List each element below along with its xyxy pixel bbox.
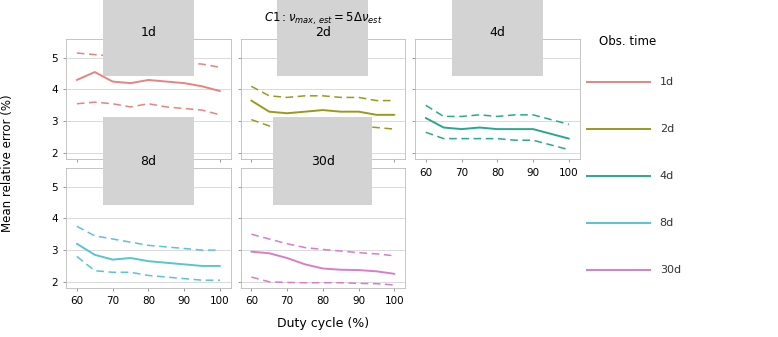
Title: 8d: 8d bbox=[140, 155, 156, 168]
Title: 2d: 2d bbox=[315, 26, 331, 39]
Text: $C1: \nu_{max,\,est} = 5\Delta\nu_{est}$: $C1: \nu_{max,\,est} = 5\Delta\nu_{est}$ bbox=[264, 10, 382, 27]
Title: 1d: 1d bbox=[141, 26, 156, 39]
Text: 1d: 1d bbox=[660, 77, 674, 87]
Title: 30d: 30d bbox=[311, 155, 335, 168]
Text: Duty cycle (%): Duty cycle (%) bbox=[277, 317, 369, 330]
Text: 30d: 30d bbox=[660, 265, 681, 275]
Text: Mean relative error (%): Mean relative error (%) bbox=[2, 95, 14, 232]
Text: 8d: 8d bbox=[660, 218, 674, 228]
Text: 2d: 2d bbox=[660, 124, 674, 134]
Text: 4d: 4d bbox=[660, 171, 674, 181]
Text: Obs. time: Obs. time bbox=[599, 35, 656, 48]
Title: 4d: 4d bbox=[489, 26, 505, 39]
